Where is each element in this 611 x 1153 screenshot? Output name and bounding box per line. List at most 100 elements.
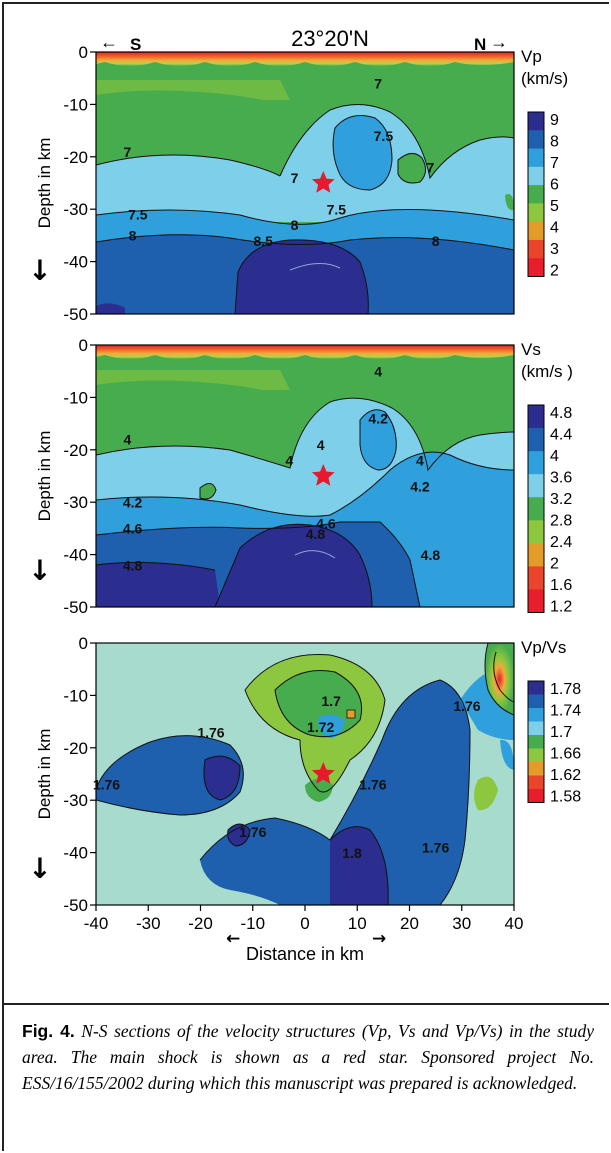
vpvs-colorbar-swatch <box>528 748 544 763</box>
caption-separator <box>2 1003 609 1005</box>
vp-contour-label: 8 <box>129 228 137 244</box>
vpvs-contour-label: 1.76 <box>197 724 224 740</box>
vpvs-colorbar-title: Vp/Vs <box>521 638 566 657</box>
vs-colorbar-tick-label: 4.8 <box>550 405 572 422</box>
north-arrow-icon: → <box>490 32 508 52</box>
vpvs-contour-fill <box>96 643 514 905</box>
vp-colorbar-swatch <box>528 239 544 259</box>
vs-contour-label: 4.6 <box>123 521 143 537</box>
distance-right-arrow-icon: → <box>372 929 386 949</box>
vpvs-contour-label: 1.76 <box>93 777 120 793</box>
vp-contour-label: 7.5 <box>327 201 347 217</box>
x-tick-label: 20 <box>400 914 419 933</box>
vs-colorbar-tick-label: 1.6 <box>550 577 572 594</box>
vs-colorbar-tick-label: 3.2 <box>550 491 572 508</box>
vs-y-tick-label: 0 <box>79 336 88 355</box>
vp-colorbar-tick-label: 6 <box>550 177 559 194</box>
vp-contour-label: 7.5 <box>374 128 394 144</box>
vp-colorbar-title: (km/s) <box>521 69 568 88</box>
vpvs-y-tick-label: -40 <box>63 844 88 863</box>
vs-colorbar-swatch <box>528 589 544 613</box>
vpvs-contour-label: 1.76 <box>359 777 386 793</box>
vs-y-tick-label: -10 <box>63 388 88 407</box>
distance-left-arrow-icon: ← <box>226 929 240 949</box>
vpvs-contour-label: 1.72 <box>307 719 334 735</box>
vp-y-tick-label: 0 <box>79 43 88 62</box>
vpvs-colorbar-frame <box>527 680 545 803</box>
vs-colorbar-tick-label: 1.2 <box>550 599 572 616</box>
vp-colorbar-swatch <box>528 185 544 204</box>
vpvs-panel: 1.7 1.72 1.76 1.76 1.76 1.76 1.76 1.76 1.8 Depth… <box>28 634 581 964</box>
vpvs-colorbar-tick-label: 1.7 <box>550 724 572 741</box>
vp-colorbar-swatch <box>528 166 544 186</box>
header: ← S 23°20'N N → <box>100 26 508 54</box>
vs-colorbar-frame <box>527 404 545 613</box>
vpvs-colorbar-tick-label: 1.66 <box>550 746 581 763</box>
vpvs-colorbar-tick-label: 1.58 <box>550 789 581 806</box>
vs-colorbar-swatch <box>528 520 544 544</box>
north-label: N <box>474 35 486 54</box>
vp-colorbar-frame <box>527 111 545 277</box>
vs-colorbar-tick-label: 4 <box>550 448 559 465</box>
vpvs-y-tick-label: -30 <box>63 791 88 810</box>
main-shock-star-icon <box>311 171 335 193</box>
vs-colorbar-title: Vs <box>521 340 541 359</box>
vs-y-axis-label: Depth in km <box>35 431 54 522</box>
vs-colorbar-swatch <box>528 474 544 498</box>
vpvs-colorbar-tick-label: 1.74 <box>550 703 581 720</box>
vpvs-contour-label: 1.8 <box>342 845 362 861</box>
vs-depth-arrow-icon: ↓ <box>28 554 51 587</box>
south-arrow-icon: ← <box>100 32 118 52</box>
vp-contour-label: 7 <box>374 76 382 92</box>
vs-colorbar-tick-label: 2.8 <box>550 513 572 530</box>
vpvs-y-tick-label: -50 <box>63 896 88 915</box>
vpvs-colorbar-swatch <box>528 694 544 709</box>
vpvs-colorbar-tick-label: 1.62 <box>550 767 581 784</box>
x-tick-label: -20 <box>188 914 213 933</box>
vpvs-colorbar-swatch <box>528 681 544 695</box>
vs-colorbar-swatch <box>528 497 544 521</box>
figure-caption: Fig. 4. N-S sections of the velocity str… <box>22 1018 594 1096</box>
vs-colorbar-swatch <box>528 566 544 590</box>
x-tick-label: 0 <box>300 914 309 933</box>
south-label: S <box>130 35 141 54</box>
vp-colorbar-tick-label: 9 <box>550 112 559 129</box>
vs-contour-label: 4 <box>123 432 131 448</box>
caption-label: Fig. 4. <box>22 1021 75 1041</box>
vp-colorbar-tick-label: 8 <box>550 134 559 151</box>
vp-colorbar-tick-label: 7 <box>550 155 559 172</box>
vs-contour-label: 4.8 <box>306 526 326 542</box>
vs-contour-label: 4.2 <box>123 494 143 510</box>
x-tick-label: -10 <box>240 914 265 933</box>
vp-contour-label: 8.5 <box>253 233 273 249</box>
vp-colorbar-swatch <box>528 148 544 168</box>
vs-colorbar-swatch <box>528 428 544 452</box>
vp-contour-label: 8 <box>432 233 440 249</box>
vs-contour-label: 4 <box>285 453 293 469</box>
vs-contour-label: 4.2 <box>410 479 430 495</box>
x-tick-label: -40 <box>84 914 109 933</box>
vpvs-depth-arrow-icon: ↓ <box>28 852 51 885</box>
vpvs-colorbar-swatch <box>528 762 544 776</box>
vs-y-tick-label: -40 <box>63 546 88 565</box>
vp-colorbar-swatch <box>528 203 544 223</box>
x-tick-label: -30 <box>136 914 161 933</box>
vs-colorbar-tick-label: 2 <box>550 556 559 573</box>
vp-colorbar-tick-label: 2 <box>550 263 559 280</box>
vp-depth-arrow-icon: ↓ <box>28 254 51 287</box>
vp-colorbar-swatch <box>528 221 544 241</box>
vs-colorbar-swatch <box>528 543 544 567</box>
vs-contour-label: 4.2 <box>368 411 388 427</box>
vp-contour-label: 7 <box>123 144 131 160</box>
main-shock-star-icon <box>311 762 335 784</box>
vs-contour-label: 4 <box>317 437 325 453</box>
vs-colorbar-tick-label: 4.4 <box>550 427 572 444</box>
vp-contour-label: 7 <box>291 170 299 186</box>
x-tick-label: 30 <box>452 914 471 933</box>
vp-y-tick-label: -50 <box>63 305 88 324</box>
vpvs-contour-label: 1.7 <box>321 693 341 709</box>
vs-colorbar-swatch <box>528 451 544 475</box>
vs-colorbar-tick-label: 2.4 <box>550 534 572 551</box>
vpvs-colorbar-swatch <box>528 721 544 736</box>
